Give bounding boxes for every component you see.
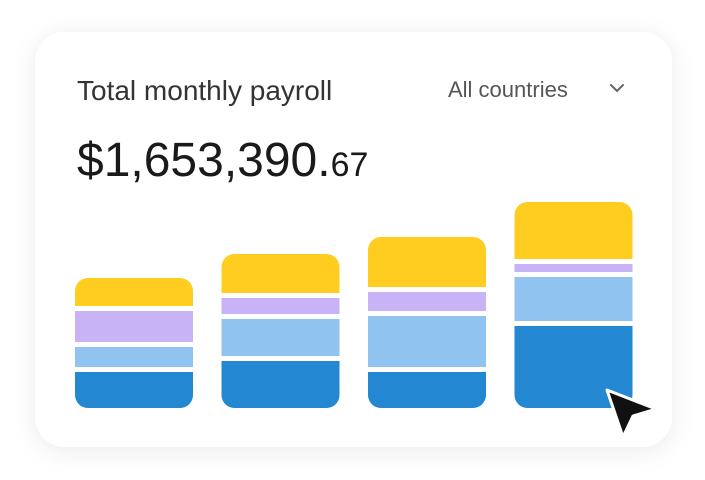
bar-segment (368, 237, 486, 287)
bar-segment (368, 316, 486, 367)
bar-stack (75, 278, 193, 408)
bar-stack (221, 254, 340, 408)
bar-segment (514, 202, 633, 259)
bar-segment (514, 277, 633, 321)
card (35, 32, 672, 447)
bar-segment (75, 278, 193, 306)
bar-segment (368, 292, 486, 311)
bar-segment (221, 319, 340, 356)
amount-cents: 67 (331, 146, 369, 184)
bar-segment (221, 298, 340, 314)
bar-segment (75, 311, 193, 342)
bar-segment (221, 254, 340, 293)
bar-segment (221, 361, 340, 408)
bar-segment (514, 264, 633, 272)
chart (75, 202, 633, 408)
bar-segment (75, 347, 193, 367)
country-filter[interactable]: All countries (448, 77, 568, 102)
cursor (605, 388, 658, 439)
card-title: Total monthly payroll (77, 75, 332, 106)
total-amount: $1,653,390.67 (77, 134, 368, 187)
chevron[interactable] (610, 84, 624, 93)
amount-whole: $1,653,390. (77, 134, 331, 187)
bar-segment (75, 372, 193, 408)
bar-segment (368, 372, 486, 408)
bar-stack (514, 202, 633, 408)
bar-stack (368, 237, 486, 408)
